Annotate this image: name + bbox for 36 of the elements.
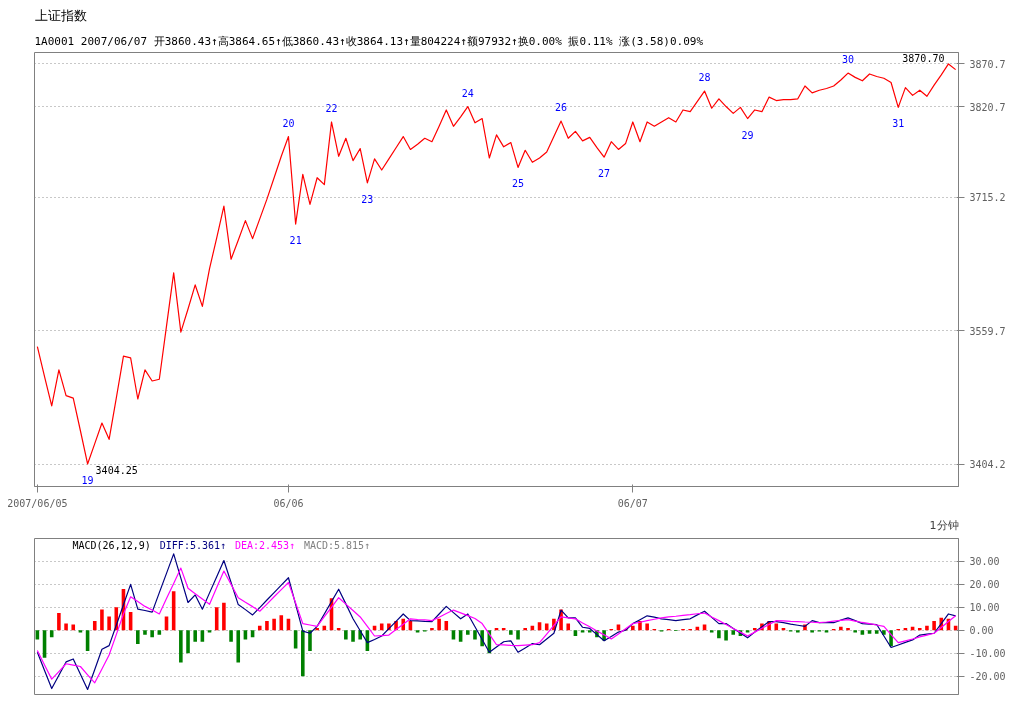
x-tick-label: 06/07 (617, 497, 648, 509)
chart-title: MACD(26,12,9) (72, 539, 151, 551)
annotation: 21 (289, 235, 302, 247)
text: 1分钟 (929, 518, 959, 532)
annotation: MACD:5.815↑ (303, 539, 371, 551)
chart-title: 上证指数 (34, 7, 87, 23)
y-tick-label: -20.00 (969, 671, 1006, 683)
text: DEA:2.453↑ (234, 539, 296, 551)
x-tick-label: 2007/06/05 (7, 497, 68, 509)
annotation: 27 (598, 168, 611, 180)
annotation: 22 (325, 102, 338, 114)
data-label: 3404.25 (95, 464, 138, 476)
annotation: 25 (512, 178, 525, 190)
annotation: 29 (741, 129, 754, 141)
y-tick-label: 3404.2 (969, 459, 1006, 471)
y-tick-label: 3870.7 (969, 58, 1006, 70)
annotation: 20 (282, 117, 295, 129)
y-tick-label: 0.00 (969, 625, 994, 637)
annotation: 28 (698, 72, 711, 84)
annotation: 31 (892, 118, 905, 130)
data-label: 3870.70 (902, 52, 945, 64)
y-tick-label: 3820.7 (969, 101, 1006, 113)
y-tick-label: -10.00 (969, 648, 1006, 660)
annotation: 23 (361, 193, 374, 205)
y-tick-label: 3715.2 (969, 192, 1006, 204)
annotation: 26 (555, 102, 568, 114)
y-tick-label: 3559.7 (969, 325, 1006, 337)
annotation: 24 (461, 87, 474, 99)
y-tick-label: 10.00 (969, 602, 1000, 614)
y-tick-label: 30.00 (969, 556, 1000, 568)
annotation: 30 (842, 54, 855, 66)
series-label: DIFF:5.361↑ (159, 539, 227, 551)
chart-subtitle: 1A0001 2007/06/07 开3860.43↑高3864.65↑低3860.43↑收3864.13↑量804224↑额97932↑换0.00% 振0.11% 涨(3.58)0.09% (34, 34, 704, 48)
x-tick-label: 06/06 (273, 497, 304, 509)
annotation: 19 (81, 474, 94, 486)
y-tick-label: 20.00 (969, 579, 1000, 591)
